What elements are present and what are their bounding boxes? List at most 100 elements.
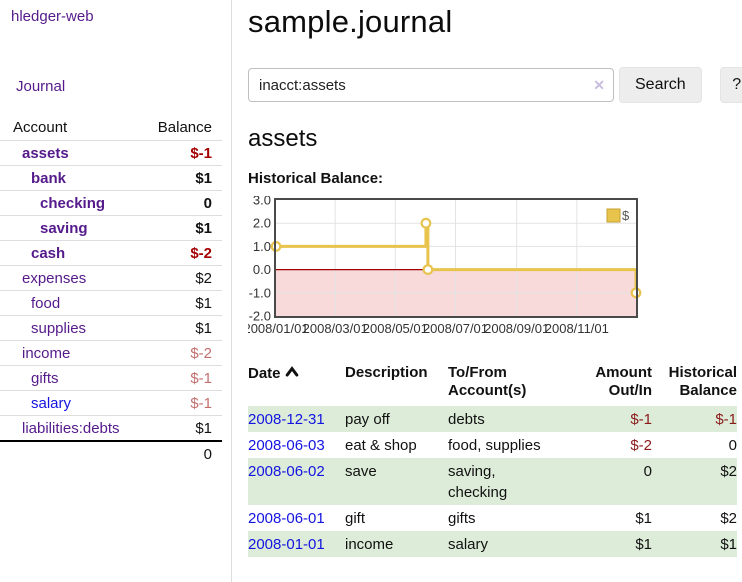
search-input-wrapper: ✕: [248, 68, 614, 102]
chart-border: [274, 198, 638, 318]
register-balance: $1: [720, 535, 737, 553]
register-table: Date Description To/From Account(s) Amou…: [248, 362, 737, 557]
y-tick-label: 0.0: [253, 262, 271, 277]
register-balance: $2: [720, 462, 737, 480]
account-link[interactable]: salary: [31, 394, 72, 412]
accounts-total-row: 0: [0, 441, 222, 466]
page-title: sample.journal: [248, 4, 453, 39]
sidebar-item-journal[interactable]: Journal: [16, 78, 66, 95]
date-column-header[interactable]: Date: [248, 362, 345, 406]
balance-column-header: Balance: [157, 119, 212, 136]
register-row: 2008-06-03 eat & shop food, supplies $-2 0: [248, 432, 737, 458]
legend-label: $: [622, 208, 630, 223]
search-bar: ✕ Search ?: [248, 67, 742, 103]
help-button[interactable]: ?: [719, 67, 742, 103]
legend-swatch: [606, 208, 621, 223]
x-tick-label: 2008/07/01: [423, 321, 488, 336]
account-link[interactable]: bank: [31, 169, 67, 187]
register-balance: $2: [720, 509, 737, 527]
register-accounts: gifts: [448, 509, 476, 527]
register-amount: $1: [635, 509, 652, 527]
description-column-header: Description: [345, 364, 428, 381]
account-link[interactable]: food: [31, 294, 61, 312]
account-link[interactable]: income: [22, 344, 71, 362]
register-row: 2008-06-01 gift gifts $1 $2: [248, 505, 737, 531]
account-row: bank $1: [0, 165, 222, 191]
account-row: checking 0: [0, 190, 222, 216]
account-row: gifts $-1: [0, 365, 222, 391]
register-description: save: [345, 462, 377, 480]
register-amount: 0: [643, 462, 652, 480]
historical-balance-column-header: Historical Balance: [668, 364, 737, 399]
account-balance: $1: [195, 219, 212, 237]
account-balance: $2: [195, 269, 212, 287]
account-balance: $1: [195, 319, 212, 337]
account-row: food $1: [0, 290, 222, 316]
main-content: sample.journal ✕ Search ? assets Histori…: [232, 0, 742, 582]
accounts-table-header-row: Account Balance: [0, 116, 222, 141]
register-balance: 0: [728, 436, 737, 454]
account-link[interactable]: supplies: [31, 319, 87, 337]
account-balance: $1: [195, 294, 212, 312]
register-balance: $-1: [715, 410, 737, 428]
register-date-link[interactable]: 2008-06-01: [248, 509, 325, 527]
x-tick-label: 2008/11/01: [545, 321, 609, 336]
sidebar: hledger-web Journal Account Balance asse…: [0, 0, 232, 582]
account-balance: $-1: [190, 369, 212, 387]
register-amount: $1: [635, 535, 652, 553]
x-tick-label: 2008/03/01: [303, 321, 368, 336]
register-header-row: Date Description To/From Account(s) Amou…: [248, 362, 737, 406]
brand-link[interactable]: hledger-web: [11, 8, 94, 25]
chart-title: Historical Balance:: [248, 170, 384, 187]
account-balance: 0: [203, 194, 212, 212]
y-tick-label: 2.0: [253, 216, 271, 231]
register-amount: $-1: [630, 410, 652, 428]
amount-column-header: Amount Out/In: [595, 364, 652, 399]
register-accounts: food, supplies: [448, 436, 541, 454]
register-description: eat & shop: [345, 436, 417, 454]
register-date-link[interactable]: 2008-01-01: [248, 535, 325, 553]
y-tick-label: 1.0: [253, 239, 271, 254]
historical-balance-chart: $3.0 2.0 1.0 0.0 -1.0 -2.0 2008/01/01 2008/03/0…: [243, 193, 742, 342]
y-tick-label: -2.0: [249, 309, 271, 324]
account-link[interactable]: cash: [31, 244, 66, 262]
x-tick-label: 2008/05/01: [363, 321, 428, 336]
sort-ascending-icon: [285, 364, 299, 382]
register-date-link[interactable]: 2008-06-03: [248, 436, 325, 454]
register-date-link[interactable]: 2008-06-02: [248, 462, 325, 480]
account-row: cash $-2: [0, 240, 222, 266]
y-tick-label: -1.0: [249, 285, 271, 300]
account-link[interactable]: liabilities:debts: [22, 419, 120, 437]
clear-search-icon[interactable]: ✕: [593, 77, 605, 93]
register-row: 2008-06-02 save saving, checking 0 $2: [248, 458, 737, 505]
accounts-column-header: Account: [13, 119, 68, 136]
account-balance: $1: [195, 419, 212, 437]
account-row: salary $-1: [0, 390, 222, 416]
account-link[interactable]: expenses: [22, 269, 87, 287]
account-balance: $-2: [190, 244, 212, 262]
accounts-total-value: 0: [203, 445, 212, 463]
account-row: expenses $2: [0, 265, 222, 291]
register-row: 2008-01-01 income salary $1 $1: [248, 531, 737, 557]
x-tick-label: 2008/09/01: [484, 321, 549, 336]
account-balance: $-1: [190, 394, 212, 412]
account-row: supplies $1: [0, 315, 222, 341]
account-link[interactable]: gifts: [31, 369, 59, 387]
y-tick-label: 3.0: [253, 196, 271, 208]
account-link[interactable]: saving: [40, 219, 88, 237]
accounts-table: Account Balance assets $-1 bank $1 checking 0…: [0, 116, 222, 466]
account-heading: assets: [248, 125, 318, 152]
data-point-marker: [420, 217, 432, 229]
account-row: liabilities:debts $1: [0, 415, 222, 442]
search-input[interactable]: [248, 68, 614, 102]
register-description: pay off: [345, 410, 390, 428]
account-row: assets $-1: [0, 140, 222, 166]
account-link[interactable]: checking: [40, 194, 106, 212]
x-tick-label: 2008/01/01: [248, 321, 309, 336]
register-row: 2008-12-31 pay off debts $-1 $-1: [248, 406, 737, 432]
register-accounts: saving, checking: [448, 462, 508, 501]
search-button[interactable]: Search: [619, 67, 702, 103]
account-link[interactable]: assets: [22, 144, 69, 162]
register-date-link[interactable]: 2008-12-31: [248, 410, 325, 428]
